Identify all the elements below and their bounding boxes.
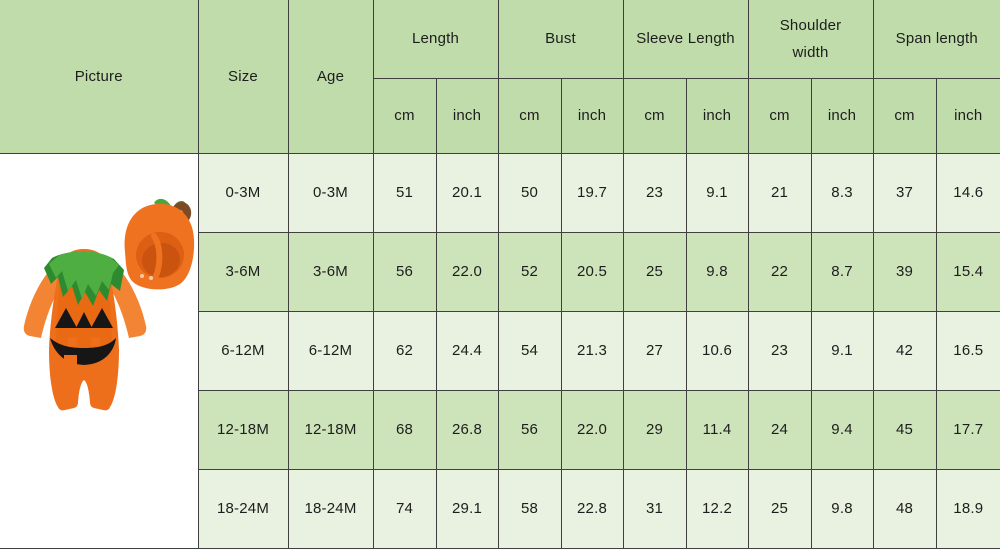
sleeve-inch-cell: 12.2 [685,468,749,549]
span-inch-cell: 14.6 [935,152,1000,233]
size-cell: 6-12M [198,310,289,391]
shoulder-width-label: Shoulder width [779,16,842,61]
span-inch-cell: 17.7 [935,389,1000,470]
length-inch-cell: 29.1 [435,468,499,549]
unit-header-shoulder-cm: cm [747,77,812,154]
unit-header-shoulder-inch: inch [810,77,874,154]
table-row: 0-3M 0-3M 51 20.1 50 19.7 23 9.1 21 8.3 … [0,152,1000,549]
bust-inch-cell: 20.5 [560,231,624,312]
span-cm-cell: 42 [872,310,937,391]
pumpkin-hat [124,198,195,289]
unit-header-span-cm: cm [872,77,937,154]
bust-inch-cell: 22.8 [560,468,624,549]
column-header-bust: Bust [497,0,624,79]
length-inch-cell: 22.0 [435,231,499,312]
sleeve-inch-cell: 9.8 [685,231,749,312]
sleeve-cm-cell: 29 [622,389,687,470]
length-inch-cell: 26.8 [435,389,499,470]
shoulder-inch-cell: 8.7 [810,231,874,312]
length-cm-cell: 68 [372,389,437,470]
column-header-length: Length [372,0,499,79]
table-row: 12-18M 12-18M 68 26.8 56 22.0 29 11.4 24… [0,389,1000,470]
length-cm-cell: 56 [372,231,437,312]
sleeve-cm-cell: 31 [622,468,687,549]
size-cell: 0-3M [197,152,289,233]
length-inch-cell: 24.4 [435,310,499,391]
span-cm-cell: 37 [872,152,937,233]
length-inch-cell: 20.1 [435,152,499,233]
pumpkin-costume-image [23,198,195,410]
unit-header-span-inch: inch [935,77,1000,154]
jack-o-lantern-face [50,307,116,366]
right-eye [91,307,113,328]
age-cell: 6-12M [287,310,374,391]
unit-header-sleeve-inch: inch [685,77,749,154]
size-cell: 3-6M [198,231,289,312]
bust-cm-cell: 56 [497,389,562,470]
sleeve-inch-cell: 9.1 [685,152,749,233]
shoulder-cm-cell: 22 [747,231,812,312]
unit-header-length-cm: cm [373,77,437,154]
nose [76,311,92,328]
length-cm-cell: 62 [372,310,437,391]
bust-cm-cell: 58 [497,468,562,549]
bust-cm-cell: 50 [497,152,562,233]
column-header-shoulder-width: Shoulder width [747,0,874,79]
shoulder-cm-cell: 21 [747,152,812,233]
sleeve-inch-cell: 10.6 [685,310,749,391]
shoulder-inch-cell: 9.1 [810,310,874,391]
size-cell: 12-18M [198,389,289,470]
span-cm-cell: 39 [872,231,937,312]
span-cm-cell: 45 [872,389,937,470]
left-eye [55,307,77,328]
table-row: 18-24M 18-24M 74 29.1 58 22.8 31 12.2 25… [0,468,1000,549]
column-header-size: Size [197,0,289,154]
length-cm-cell: 74 [372,468,437,549]
size-cell: 18-24M [198,468,289,549]
unit-header-sleeve-cm: cm [622,77,687,154]
unit-header-length-inch: inch [435,77,499,154]
length-cm-cell: 51 [372,152,437,233]
column-header-age: Age [287,0,374,154]
table-row: 6-12M 6-12M 62 24.4 54 21.3 27 10.6 23 9… [0,310,1000,391]
age-cell: 12-18M [287,389,374,470]
span-cm-cell: 48 [872,468,937,549]
shoulder-inch-cell: 9.4 [810,389,874,470]
span-inch-cell: 15.4 [935,231,1000,312]
bust-inch-cell: 19.7 [560,152,624,233]
shoulder-inch-cell: 9.8 [810,468,874,549]
age-cell: 18-24M [287,468,374,549]
age-cell: 0-3M [287,152,374,233]
bust-cm-cell: 52 [497,231,562,312]
sleeve-cm-cell: 23 [622,152,687,233]
unit-header-bust-cm: cm [497,77,562,154]
sleeve-cm-cell: 25 [622,231,687,312]
column-header-span-length: Span length [872,0,1000,79]
span-inch-cell: 16.5 [935,310,1000,391]
collar-leaves-front [49,250,119,299]
shoulder-inch-cell: 8.3 [810,152,874,233]
unit-header-bust-inch: inch [560,77,624,154]
table-row: 3-6M 3-6M 56 22.0 52 20.5 25 9.8 22 8.7 … [0,231,1000,312]
bust-cm-cell: 54 [497,310,562,391]
shoulder-cm-cell: 23 [747,310,812,391]
span-inch-cell: 18.9 [935,468,1000,549]
sleeve-inch-cell: 11.4 [685,389,749,470]
age-cell: 3-6M [287,231,374,312]
hat-snap-button [140,273,144,278]
shoulder-cm-cell: 24 [747,389,812,470]
column-header-picture: Picture [0,0,199,154]
sleeve-cm-cell: 27 [622,310,687,391]
shoulder-cm-cell: 25 [747,468,812,549]
bust-inch-cell: 22.0 [560,389,624,470]
pumpkin-romper [23,248,147,410]
hat-snap-button [149,275,153,280]
product-picture-cell [0,152,199,549]
bust-inch-cell: 21.3 [560,310,624,391]
column-header-sleeve-length: Sleeve Length [622,0,749,79]
